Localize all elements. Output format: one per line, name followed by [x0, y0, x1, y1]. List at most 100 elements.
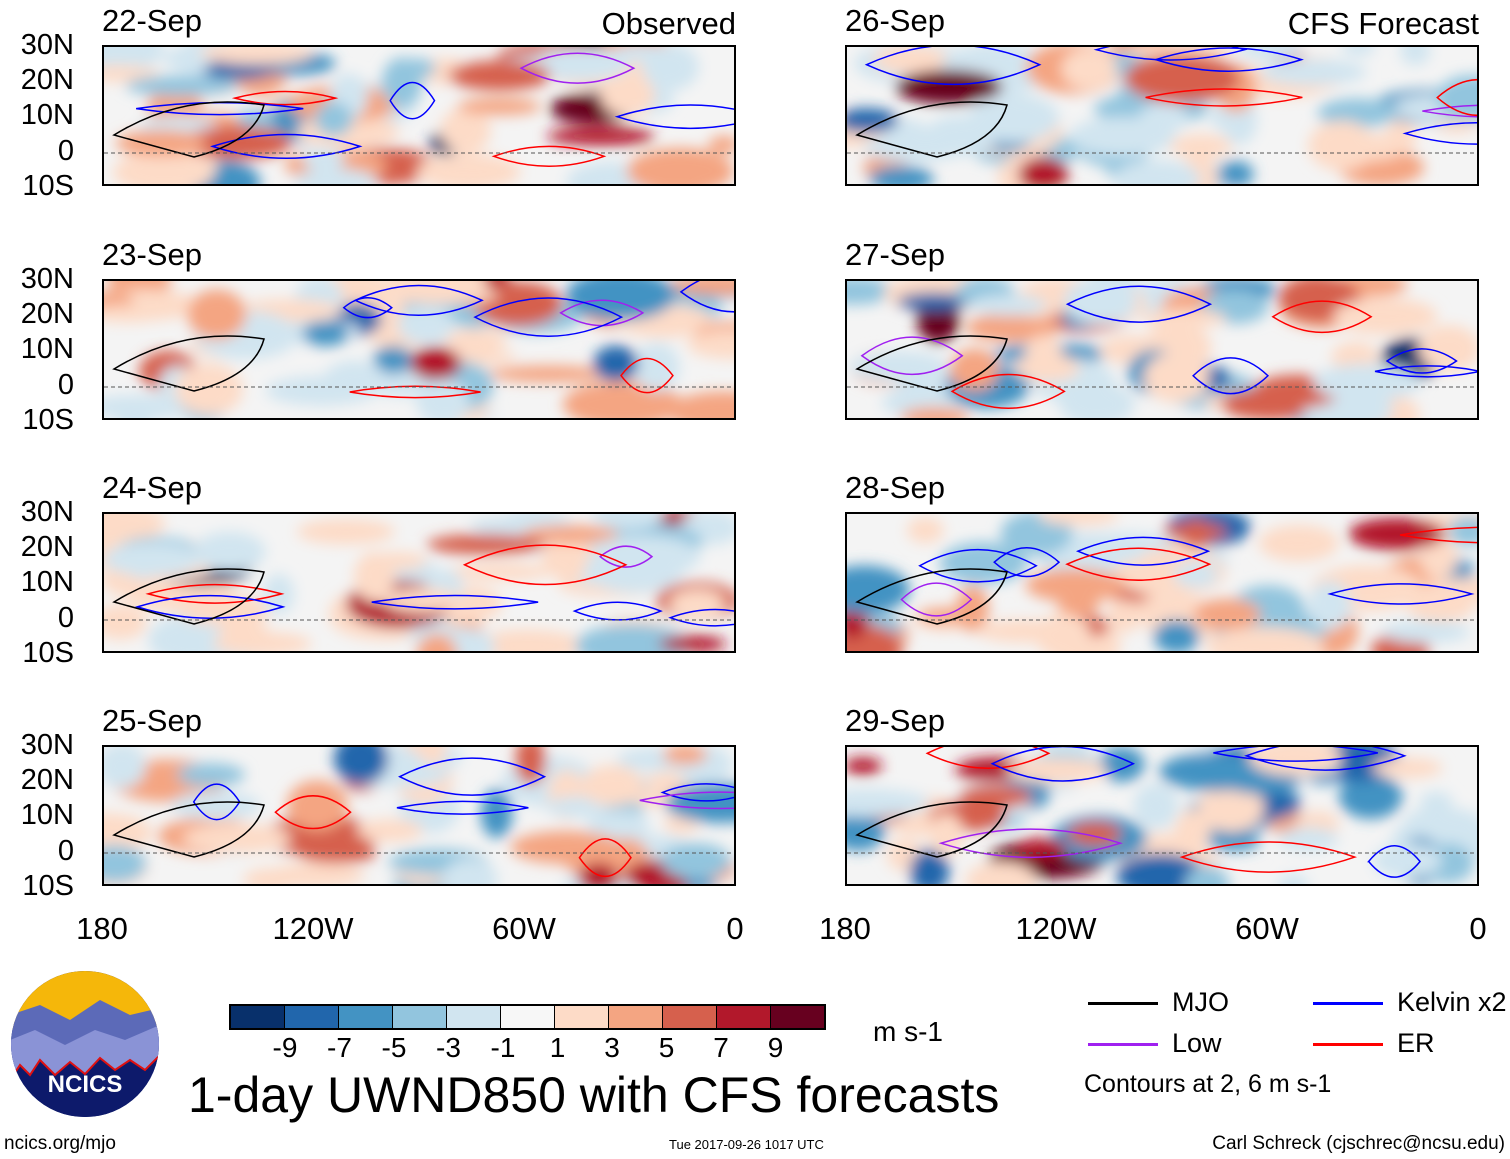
wind-anomaly-blob: [104, 604, 147, 640]
contour-line: [134, 594, 286, 619]
wind-anomaly-blob: [1399, 47, 1431, 66]
wind-anomaly-blob: [104, 514, 165, 545]
map-panel: [102, 512, 736, 653]
wind-anomaly-blob: [1018, 156, 1069, 184]
panel-date: 24-Sep: [102, 470, 202, 505]
lat-tick-label: 20N: [20, 64, 74, 97]
wind-anomaly-blob: [1372, 843, 1442, 879]
wind-anomaly-blob: [457, 97, 542, 116]
lat-tick-label: 20N: [20, 531, 74, 564]
wind-anomaly-blob: [286, 780, 348, 831]
panel-date: 27-Sep: [845, 237, 945, 272]
contour-line: [491, 145, 607, 167]
panel-tag: CFS Forecast: [1287, 6, 1479, 41]
wind-anomaly-blob: [1061, 47, 1118, 90]
contour-line: [639, 791, 734, 810]
wind-anomaly-blob: [661, 843, 732, 880]
wind-anomaly-blob: [104, 747, 146, 789]
wind-anomaly-blob: [1038, 514, 1119, 526]
wind-anomaly-blob: [581, 764, 644, 806]
wind-anomaly-blob: [849, 351, 949, 383]
wind-anomaly-blob: [1000, 514, 1073, 556]
wind-anomaly-blob: [416, 379, 470, 418]
contour-line: [1065, 285, 1213, 323]
wind-anomaly-blob: [847, 812, 886, 851]
wind-anomaly-blob: [448, 60, 552, 91]
wind-anomaly-blob: [302, 320, 350, 346]
wind-anomaly-blob: [896, 292, 972, 312]
panel-tag: Observed: [601, 6, 736, 41]
wind-anomaly-blob: [440, 107, 491, 154]
wind-anomaly-blob: [1159, 752, 1273, 791]
lat-tick-label: 30N: [20, 729, 74, 761]
legend-label: MJO: [1172, 987, 1229, 1017]
wind-anomaly-blob: [356, 819, 424, 843]
wind-anomaly-blob: [293, 168, 378, 184]
map-panel: [845, 512, 1479, 653]
lat-tick-label: 10N: [20, 566, 74, 599]
contour-line: [679, 281, 734, 313]
footer-author: Carl Schreck (cjschrec@ncsu.edu): [1212, 1133, 1505, 1154]
contour-line: [925, 747, 1051, 770]
legend-line-mjo: [1088, 1002, 1158, 1005]
lat-tick-label: 0: [57, 368, 74, 401]
wind-anomaly-blob: [219, 616, 268, 643]
wind-anomaly-blob: [1406, 591, 1475, 622]
contour-line: [398, 757, 547, 796]
wind-anomaly-blob: [584, 544, 685, 593]
wind-anomaly-blob: [593, 345, 639, 382]
contour-line: [1145, 88, 1303, 107]
wind-anomaly-blob: [670, 281, 734, 295]
panel-date: 25-Sep: [102, 703, 202, 738]
lat-tick-label: 10N: [20, 799, 74, 832]
contour-line: [1402, 122, 1477, 145]
contour-line: [1422, 104, 1477, 118]
wind-anomaly-blob: [906, 516, 944, 544]
wind-anomaly-blob: [895, 69, 1003, 105]
colorbar-swatch: [393, 1006, 447, 1028]
wind-anomaly-blob: [586, 811, 650, 840]
mjo-contour: [112, 801, 265, 858]
lat-tick-label: 10S: [22, 869, 74, 902]
wind-anomaly-blob: [1058, 381, 1135, 418]
wind-anomaly-blob: [1013, 353, 1080, 382]
panel-date: 23-Sep: [102, 237, 202, 272]
contour-line: [668, 608, 734, 627]
contour-line: [660, 783, 734, 802]
wind-anomaly-blob: [546, 796, 609, 818]
wind-anomaly-blob: [1277, 827, 1339, 852]
wind-anomaly-blob: [1198, 783, 1265, 833]
colorbar-label: 5: [658, 1032, 675, 1063]
wind-anomaly-blob: [200, 47, 314, 65]
wind-anomaly-blob: [939, 542, 1028, 584]
wind-anomaly-blob: [1184, 865, 1230, 884]
wind-anomaly-blob: [847, 281, 893, 305]
wind-anomaly-blob: [193, 531, 266, 572]
colorbar-swatch: [717, 1006, 771, 1028]
wind-anomaly-blob: [515, 747, 546, 785]
wind-anomaly-blob: [708, 135, 734, 154]
ncics-logo: NCICS: [10, 970, 160, 1118]
colorbar-label: -7: [327, 1032, 352, 1063]
colorbar-units: m s-1: [873, 1016, 943, 1047]
figure-title: 1-day UWND850 with CFS forecasts: [188, 1067, 1000, 1123]
colorbar-label: 9: [767, 1032, 784, 1063]
contour-line: [389, 82, 436, 120]
contour-line: [274, 795, 352, 830]
wind-anomaly-blob: [154, 156, 219, 176]
wind-anomaly-blob: [1436, 74, 1477, 122]
wind-anomaly-blob: [1025, 568, 1125, 603]
wind-anomaly-blob: [301, 147, 346, 171]
wind-anomaly-blob: [659, 635, 727, 651]
wind-anomaly-blob: [949, 348, 999, 391]
lat-tick-label: 30N: [20, 496, 74, 528]
contour-line: [950, 373, 1066, 410]
lon-tick-label: 0: [1469, 911, 1487, 946]
contour-line: [462, 544, 628, 586]
contour-line: [1213, 747, 1378, 762]
wind-anomaly-blob: [1068, 822, 1122, 846]
wind-anomaly-blob: [1217, 161, 1254, 184]
wind-anomaly-blob: [470, 629, 586, 651]
contour-line: [990, 747, 1135, 782]
wind-anomaly-blob: [416, 633, 457, 651]
